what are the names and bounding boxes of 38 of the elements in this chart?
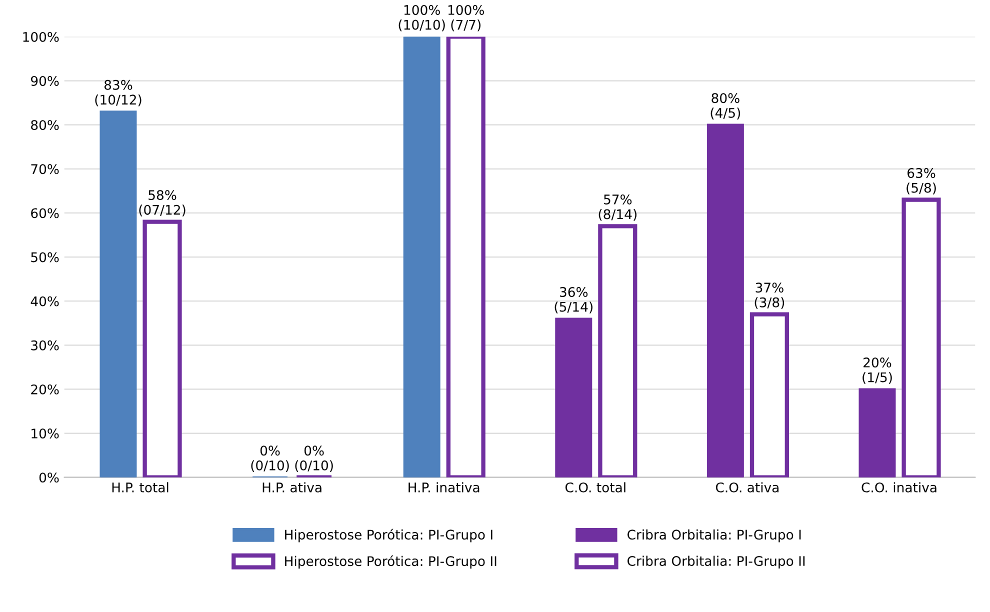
data-label: 0% (0/10) — [251, 446, 289, 472]
y-tick-label: 50% — [31, 252, 59, 262]
legend-label: Hiperostose Porótica: PI-Grupo I — [285, 528, 492, 542]
x-tick-label: C.O. total — [565, 482, 626, 492]
data-label: 37% (3/8) — [754, 282, 784, 309]
y-tick-label: 80% — [31, 120, 59, 130]
x-tick-label: H.P. inativa — [408, 482, 480, 492]
data-label: 58% (07/12) — [139, 190, 186, 216]
data-label: 36% (5/14) — [554, 287, 592, 314]
bar — [706, 124, 744, 478]
y-tick-label: 90% — [30, 76, 59, 86]
bar — [858, 388, 896, 478]
x-tick-label: H.P. total — [112, 482, 168, 492]
y-tick-label: 30% — [31, 340, 59, 350]
y-tick-label: 100% — [23, 32, 59, 42]
bar — [100, 110, 137, 478]
legend-label: Hiperostose Porótica: PI-Grupo II — [285, 555, 496, 569]
y-tick-label: 60% — [31, 208, 59, 218]
y-tick-label: 20% — [31, 384, 59, 394]
data-label: 83% (10/12) — [95, 80, 142, 106]
x-tick-label: C.O. inativa — [862, 482, 936, 492]
data-label: 57% (8/14) — [598, 194, 636, 221]
data-label: 20% (1/5) — [862, 358, 892, 384]
data-label: 100% (10/10) — [398, 5, 445, 32]
bar — [403, 36, 440, 478]
x-tick-label: H.P. ativa — [262, 482, 322, 492]
y-tick-label: 0% — [39, 472, 59, 483]
y-tick-label: 70% — [31, 164, 59, 174]
data-label: 80% (4/5) — [710, 93, 740, 120]
data-label: 63% (5/8) — [906, 168, 936, 194]
y-tick-label: 10% — [32, 428, 59, 438]
bar — [555, 318, 592, 478]
legend-label: Cribra Orbitalia: PI-Grupo II — [628, 556, 805, 569]
x-tick-label: C.O. ativa — [716, 482, 778, 492]
data-label: 100% (7/7) — [448, 5, 484, 32]
y-tick-label: 40% — [30, 296, 59, 306]
data-label: 0% (0/10) — [295, 446, 333, 472]
legend-label: Cribra Orbitalia: PI-Grupo I — [628, 529, 801, 542]
